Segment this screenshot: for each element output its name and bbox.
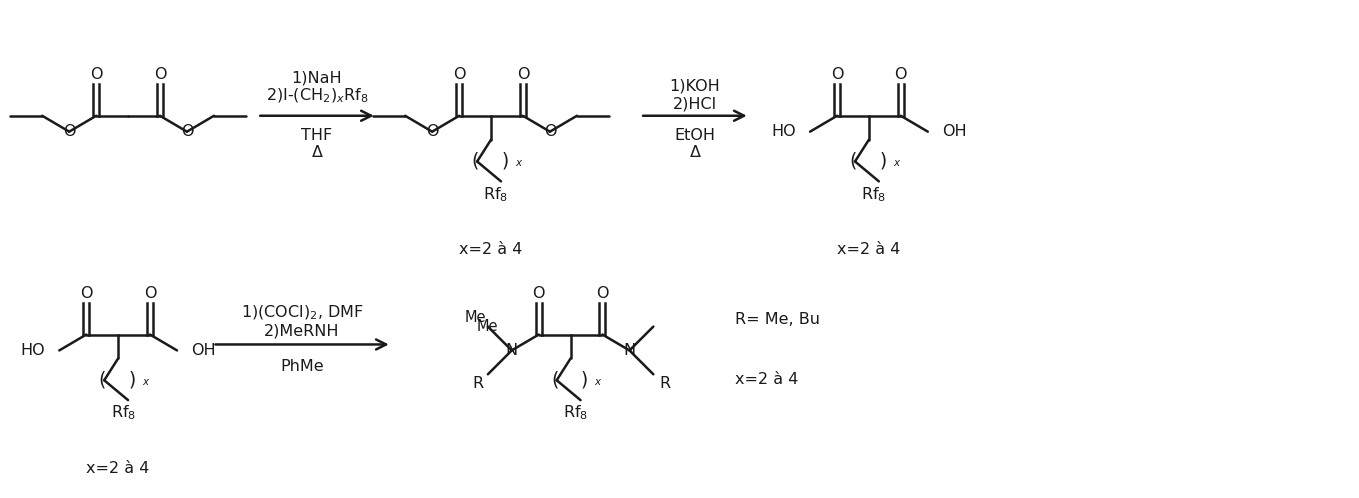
Text: OH: OH	[942, 124, 966, 139]
Text: ): )	[879, 152, 886, 171]
Text: O: O	[425, 124, 439, 139]
Text: (: (	[472, 152, 478, 171]
Text: Rf$_8$: Rf$_8$	[563, 404, 588, 422]
Text: EtOH: EtOH	[674, 128, 715, 143]
Text: O: O	[144, 286, 156, 301]
Text: O: O	[181, 124, 193, 139]
Text: Δ: Δ	[311, 145, 322, 160]
Text: x=2 à 4: x=2 à 4	[837, 243, 901, 257]
Text: O: O	[80, 286, 92, 301]
Text: HO: HO	[20, 343, 45, 358]
Text: 1)KOH: 1)KOH	[670, 78, 720, 94]
Text: R= Me, Bu: R= Me, Bu	[735, 312, 819, 327]
Text: Me: Me	[465, 310, 487, 325]
Text: $_x$: $_x$	[141, 373, 151, 388]
Text: R: R	[473, 376, 484, 391]
Text: x=2 à 4: x=2 à 4	[459, 243, 523, 257]
Text: R: R	[659, 376, 670, 391]
Text: (: (	[99, 371, 106, 390]
Text: O: O	[544, 124, 556, 139]
Text: (: (	[849, 152, 856, 171]
Text: 2)HCl: 2)HCl	[673, 96, 718, 112]
Text: x=2 à 4: x=2 à 4	[87, 461, 149, 476]
Text: O: O	[63, 124, 76, 139]
Text: OH: OH	[192, 343, 216, 358]
Text: PhMe: PhMe	[280, 359, 323, 374]
Text: $_x$: $_x$	[594, 373, 602, 388]
Text: Rf$_8$: Rf$_8$	[484, 185, 508, 204]
Text: Me: Me	[477, 319, 499, 334]
Text: O: O	[90, 67, 102, 83]
Text: N: N	[624, 343, 636, 358]
Text: Δ: Δ	[689, 145, 700, 160]
Text: THF: THF	[302, 128, 333, 143]
Text: 1)(COCl)$_2$, DMF: 1)(COCl)$_2$, DMF	[241, 303, 363, 322]
Text: Rf$_8$: Rf$_8$	[110, 404, 136, 422]
Text: O: O	[830, 67, 844, 83]
Text: $_x$: $_x$	[893, 154, 901, 169]
Text: O: O	[453, 67, 466, 83]
Text: N: N	[506, 343, 518, 358]
Text: Rf$_8$: Rf$_8$	[862, 185, 886, 204]
Text: O: O	[516, 67, 529, 83]
Text: 1)NaH: 1)NaH	[292, 70, 342, 86]
Text: (: (	[550, 371, 559, 390]
Text: O: O	[533, 286, 545, 301]
Text: 2)I-(CH$_2$)$_x$Rf$_8$: 2)I-(CH$_2$)$_x$Rf$_8$	[265, 87, 368, 105]
Text: HO: HO	[772, 124, 796, 139]
Text: $_x$: $_x$	[515, 154, 523, 169]
Text: ): )	[501, 152, 508, 171]
Text: 2)MeRNH: 2)MeRNH	[265, 323, 340, 338]
Text: x=2 à 4: x=2 à 4	[735, 372, 798, 387]
Text: O: O	[894, 67, 906, 83]
Text: O: O	[597, 286, 609, 301]
Text: ): )	[580, 371, 588, 390]
Text: ): )	[129, 371, 136, 390]
Text: O: O	[154, 67, 166, 83]
